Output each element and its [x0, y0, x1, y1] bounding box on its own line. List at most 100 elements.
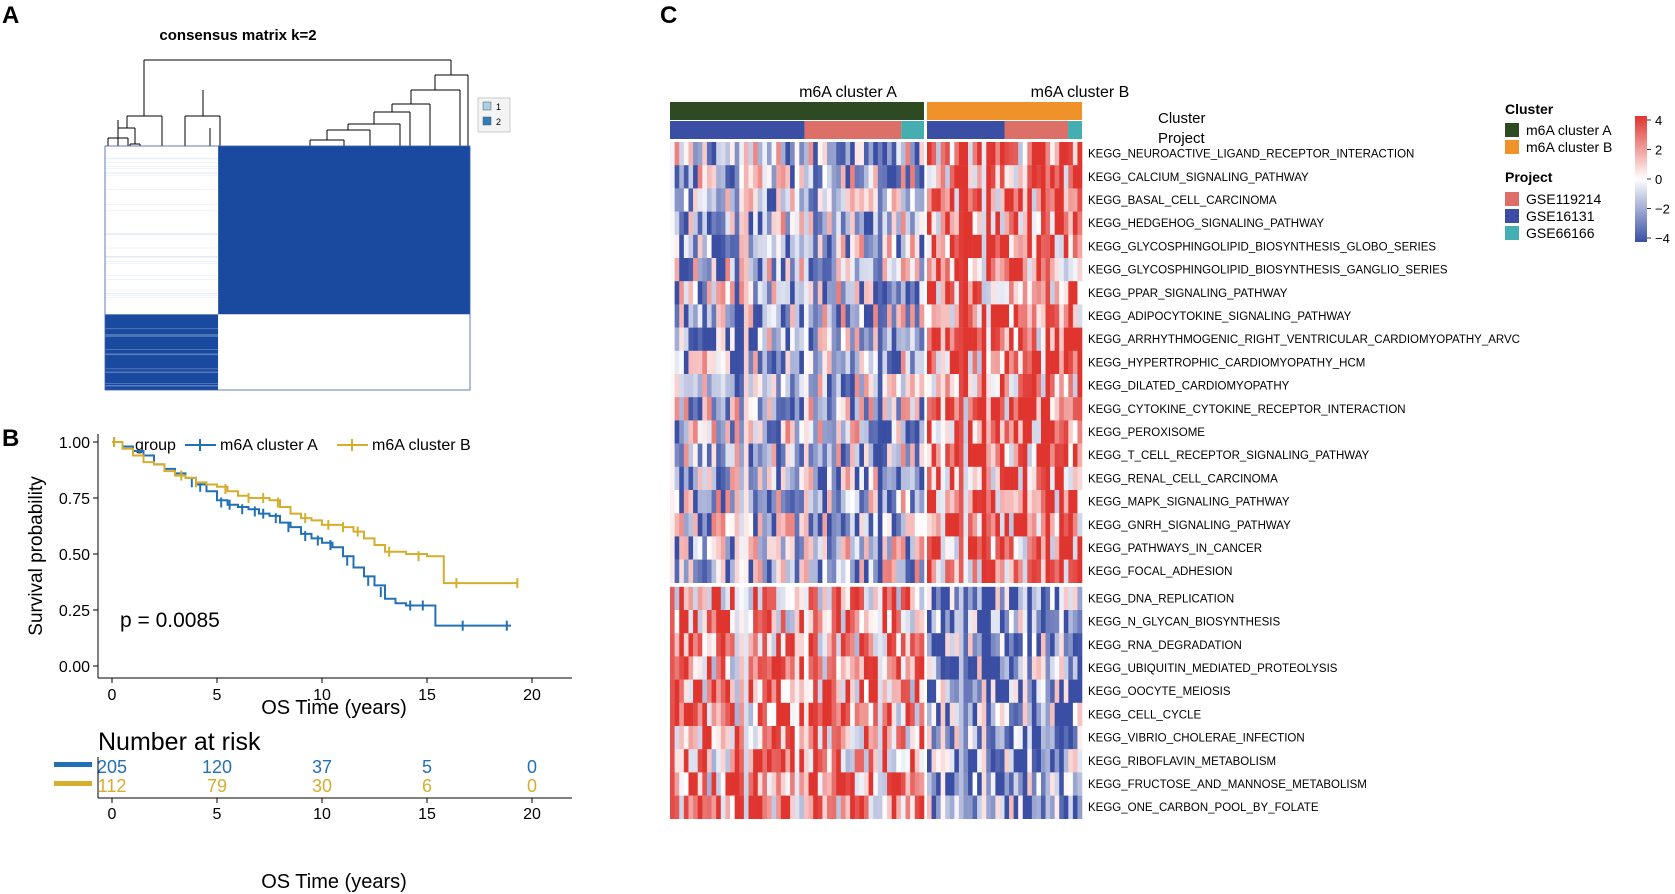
heatmap-cell — [720, 142, 726, 166]
heatmap-cell — [813, 610, 819, 634]
heatmap-cell — [1050, 397, 1055, 421]
heatmap-cell — [766, 165, 772, 189]
heatmap-cell — [693, 772, 699, 796]
heatmap-cell — [697, 749, 703, 773]
heatmap-cell — [927, 586, 932, 611]
heatmap-cell — [972, 211, 978, 235]
heatmap-cell — [1072, 304, 1078, 328]
heatmap-cell — [868, 513, 874, 537]
heatmap-cell — [896, 350, 902, 375]
heatmap-cell — [670, 350, 675, 375]
heatmap-cell — [905, 211, 911, 235]
heatmap-cell — [766, 374, 772, 398]
heatmap-cell — [887, 443, 892, 467]
heatmap-cell — [813, 304, 819, 328]
heatmap-cell — [990, 327, 996, 351]
heatmap-cell — [905, 258, 911, 282]
heatmap-cell — [1031, 795, 1037, 819]
heatmap-cell — [725, 772, 731, 796]
heatmap-cell — [954, 702, 960, 727]
heatmap-cell — [702, 211, 708, 235]
heatmap-cell — [776, 513, 782, 537]
heatmap-cell — [977, 633, 983, 657]
heatmap-cell — [958, 258, 964, 282]
heatmap-cell — [674, 327, 680, 351]
heatmap-cell — [780, 211, 786, 235]
heatmap-cell — [776, 726, 782, 750]
heatmap-cell — [963, 726, 969, 750]
heatmap-cell — [716, 142, 722, 166]
heatmap-cell — [891, 165, 897, 189]
heatmap-cell — [995, 772, 1001, 796]
heatmap-cell — [817, 633, 823, 657]
heatmap-cell — [1063, 490, 1069, 514]
heatmap-cell — [999, 350, 1005, 375]
heatmap-cell — [780, 726, 786, 750]
heatmap-cell — [958, 234, 964, 259]
heatmap-cell — [1031, 443, 1037, 467]
heatmap-cell — [845, 142, 851, 166]
heatmap-cell — [859, 443, 865, 467]
heatmap-cell — [1059, 466, 1065, 491]
heatmap-cell — [859, 350, 865, 375]
heatmap-cell — [1077, 586, 1083, 611]
heatmap-cell — [799, 374, 805, 398]
heatmap-cell — [891, 466, 897, 491]
heatmap-cell — [900, 559, 906, 583]
risk-cell: 79 — [207, 776, 227, 796]
heatmap-cell — [1031, 234, 1037, 259]
heatmap-cell — [743, 258, 749, 282]
heatmap-cell — [854, 513, 860, 537]
heatmap-cell — [910, 211, 916, 235]
heatmap-cell — [785, 702, 791, 727]
heatmap-cell — [1040, 586, 1046, 611]
heatmap-cell — [995, 420, 1001, 444]
heatmap-cell — [794, 513, 800, 537]
heatmap-cell — [968, 726, 973, 750]
heatmap-cell — [891, 513, 897, 537]
heatmap-cell — [1027, 234, 1033, 259]
heatmap-cell — [706, 281, 712, 305]
heatmap-cell — [674, 610, 680, 634]
heatmap-cell — [1018, 211, 1024, 235]
heatmap-cell — [990, 749, 996, 773]
heatmap-cell — [940, 795, 946, 819]
heatmap-cell — [674, 281, 680, 305]
heatmap-cell — [850, 633, 856, 657]
heatmap-cell — [827, 350, 832, 375]
heatmap-cell — [850, 142, 856, 166]
km-curves — [112, 437, 519, 631]
heatmap-cell — [882, 536, 888, 560]
heatmap-cell — [963, 656, 969, 680]
heatmap-cell — [799, 188, 805, 212]
heatmap-cell — [697, 443, 703, 467]
heatmap-cell — [999, 559, 1005, 583]
heatmap-cell — [990, 165, 996, 189]
heatmap-cell — [1045, 513, 1051, 537]
heatmap-cell — [1063, 281, 1069, 305]
heatmap-cell — [702, 679, 708, 703]
heatmap-cell — [868, 633, 874, 657]
heatmap-cell — [940, 281, 946, 305]
heatmap-cell — [914, 420, 920, 444]
heatmap-cell — [914, 726, 920, 750]
heatmap-cell — [702, 304, 708, 328]
heatmap-cell — [910, 513, 916, 537]
heatmap-cell — [720, 234, 726, 259]
heatmap-cell — [1072, 142, 1078, 166]
heatmap-cell — [748, 586, 754, 611]
heatmap-cell — [882, 656, 888, 680]
heatmap-cell — [999, 772, 1005, 796]
heatmap-cell — [748, 795, 754, 819]
heatmap-cell — [887, 397, 892, 421]
heatmap-cell — [1027, 350, 1033, 375]
heatmap-cell — [836, 633, 842, 657]
heatmap-cell — [877, 656, 883, 680]
heatmap-cell — [771, 633, 777, 657]
heatmap-cell — [780, 772, 786, 796]
heatmap-cell — [877, 586, 883, 611]
heatmap-cell — [711, 327, 717, 351]
heatmap-cell — [725, 420, 731, 444]
heatmap-cell — [1040, 374, 1046, 398]
heatmap-cell — [794, 466, 800, 491]
